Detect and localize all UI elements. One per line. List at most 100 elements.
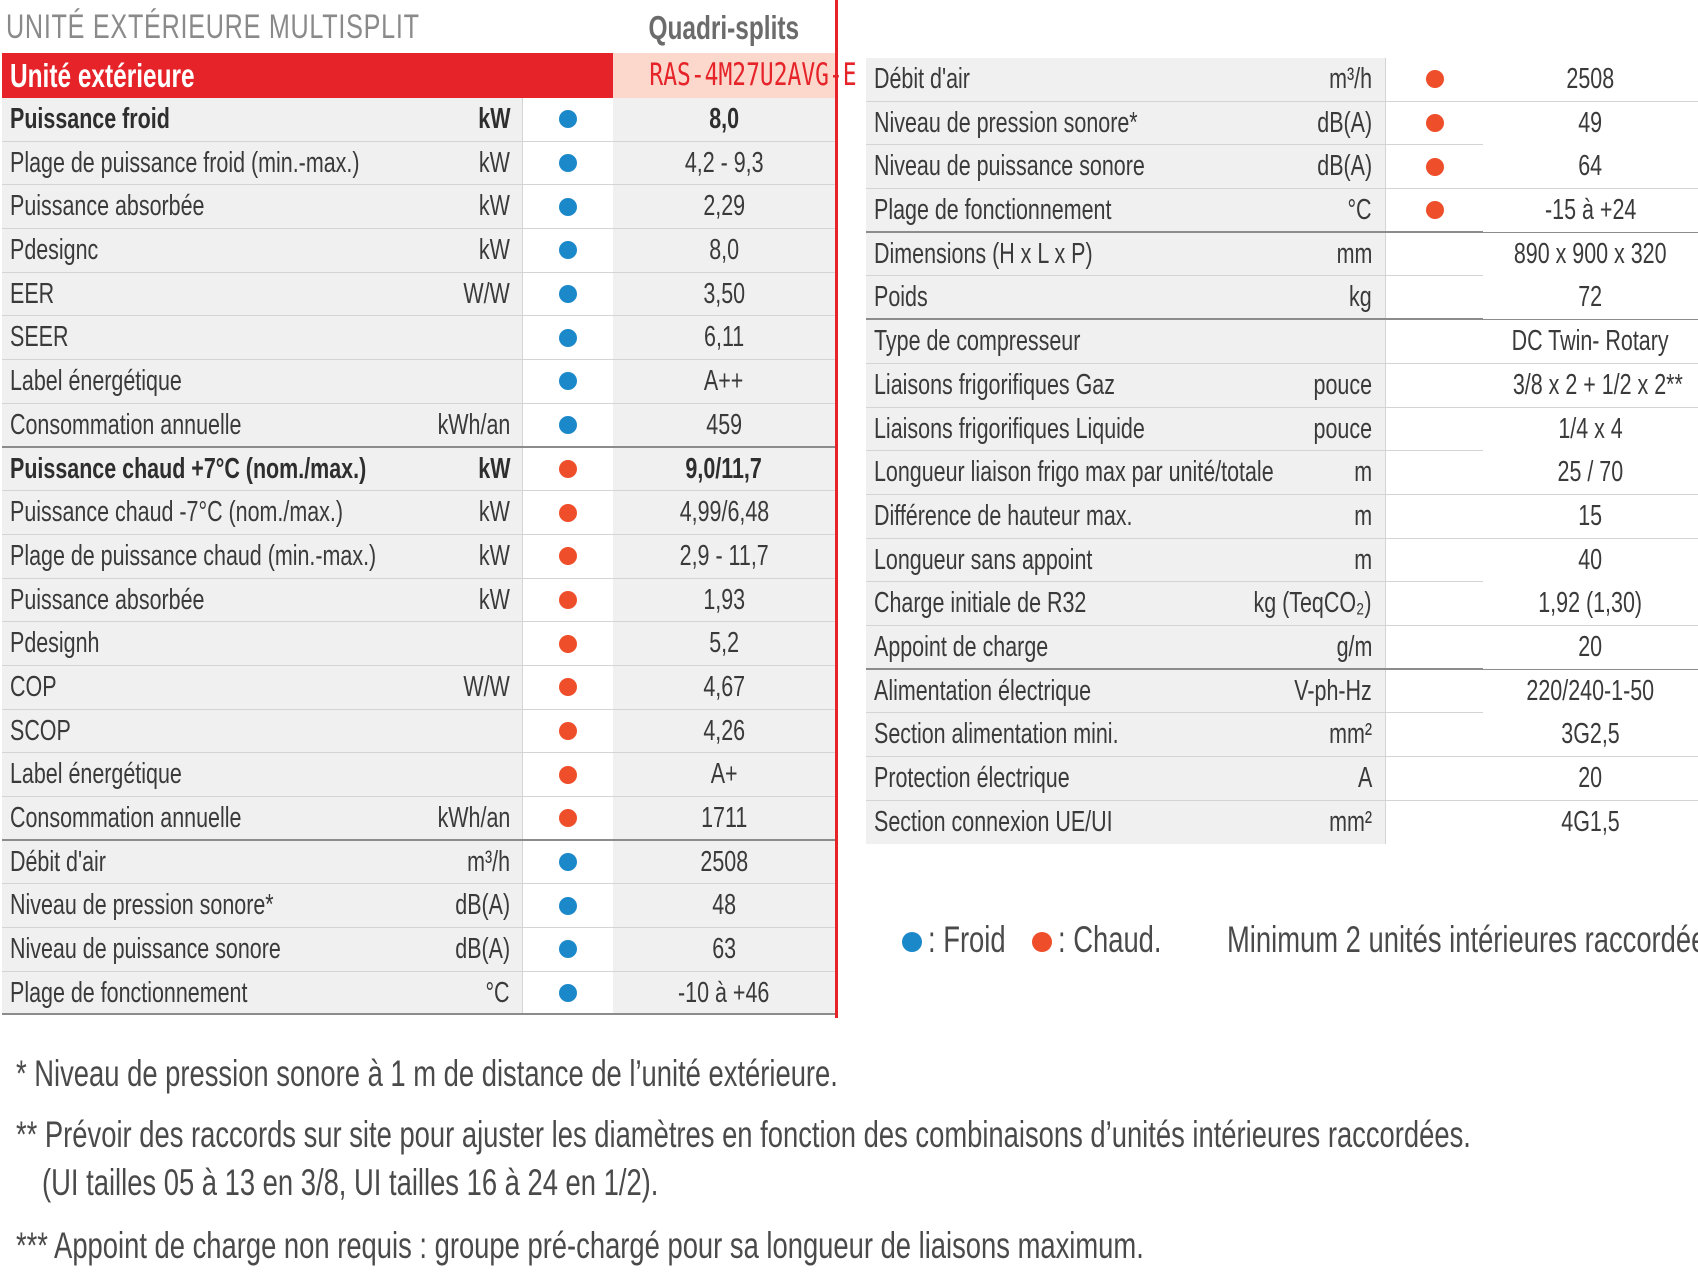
froid-dot-icon	[559, 241, 577, 260]
chaud-dot-icon	[559, 765, 577, 784]
row-unit: kWh/an	[437, 408, 510, 441]
chaud-dot-icon	[559, 678, 577, 697]
row-unit: °C	[1347, 194, 1372, 227]
table-row: Niveau de pression sonore* dB(A) 48	[2, 884, 835, 929]
row-label: Plage de fonctionnement	[10, 976, 248, 1009]
table-row: Appoint de charge g/m 20	[866, 625, 1698, 670]
row-unit	[2, 360, 510, 403]
row-unit: kW	[479, 234, 510, 267]
froid-dot-icon	[559, 896, 577, 915]
mode-cell	[1386, 320, 1483, 363]
table-row: Plage de fonctionnement °C -10 à +46	[2, 971, 835, 1016]
froid-dot-icon	[559, 285, 577, 304]
mode-cell	[523, 534, 613, 578]
row-label: SCOP	[10, 714, 71, 747]
chaud-dot-icon	[1425, 157, 1444, 176]
table-row: Type de compresseur DC Twin- Rotary	[866, 320, 1698, 364]
legend-note: Minimum 2 unités intérieures raccordées.	[1226, 919, 1698, 960]
mode-cell	[1386, 407, 1483, 451]
row-value: 20	[1483, 757, 1698, 800]
footnote-2: ** Prévoir des raccords sur site pour aj…	[16, 1114, 1471, 1155]
row-label: Plage de puissance froid (min.-max.)	[10, 146, 360, 179]
row-value: A+	[710, 758, 738, 791]
chaud-dot-icon	[1425, 70, 1444, 89]
row-value: 2508	[700, 845, 748, 878]
row-label: Liaisons frigorifiques Liquide	[874, 412, 1145, 445]
row-value: 2,9 - 11,7	[679, 539, 769, 572]
table-row: Pdesignh 5,2	[2, 622, 835, 666]
row-unit: kW	[479, 583, 510, 616]
mode-cell	[523, 971, 613, 1014]
row-unit: m³/h	[1329, 63, 1372, 95]
row-label: COP	[10, 670, 57, 703]
table-row: Protection électrique A 20	[866, 757, 1698, 801]
row-label: Puissance absorbée	[10, 190, 205, 223]
row-unit: kW	[479, 190, 510, 223]
row-value: 3/8 x 2 + 1/2 x 2**	[1483, 363, 1698, 407]
row-label: Plage de fonctionnement	[874, 194, 1112, 227]
mode-cell	[1386, 276, 1483, 319]
table-row: Consommation annuelle kWh/an 1711	[2, 797, 835, 841]
table-row: Puissance froid kW 8,0	[2, 98, 835, 142]
footnote-1: * Niveau de pression sonore à 1 m de dis…	[16, 1053, 838, 1094]
mode-cell	[1386, 363, 1483, 407]
page-title: UNITÉ EXTÉRIEURE MULTISPLIT	[6, 8, 420, 46]
mode-cell	[1386, 669, 1483, 713]
mode-cell	[523, 840, 613, 884]
mode-cell	[1386, 800, 1483, 845]
froid-dot-icon	[559, 110, 577, 129]
table-row: Longueur sans appoint m 40	[866, 538, 1698, 583]
row-label: Charge initiale de R32	[874, 587, 1087, 620]
mode-cell	[1386, 757, 1483, 800]
row-value: 1,92 (1,30)	[1483, 582, 1698, 626]
legend: : Froid : Chaud. Minimum 2 unités intéri…	[902, 915, 1698, 965]
mode-cell	[523, 884, 613, 928]
chaud-dot-icon	[559, 634, 577, 653]
table-row: Plage de fonctionnement °C -15 à +24	[866, 189, 1698, 233]
row-label: Niveau de puissance sonore	[874, 150, 1145, 183]
row-value: 459	[706, 408, 742, 441]
mode-cell	[1386, 582, 1483, 625]
row-label: Dimensions (H x L x P)	[874, 237, 1093, 270]
table-row: Section alimentation mini. mm² 3G2,5	[866, 713, 1698, 757]
chaud-dot-icon	[559, 503, 577, 522]
mode-cell	[1386, 451, 1483, 494]
row-unit: m	[1354, 543, 1372, 576]
row-value: A++	[704, 365, 744, 398]
outdoor-unit-header: Unité extérieure	[2, 53, 613, 98]
row-unit: kg	[1349, 281, 1372, 314]
table-row: Pdesignc kW 8,0	[2, 229, 835, 273]
table-row: Puissance absorbée kW 2,29	[2, 185, 835, 230]
series-title: Quadri-splits	[648, 9, 800, 46]
row-value: 1,93	[703, 583, 745, 616]
row-label: Différence de hauteur max.	[874, 499, 1133, 532]
legend-froid-label: : Froid	[928, 919, 1006, 960]
row-unit	[2, 753, 510, 796]
row-label: Longueur sans appoint	[874, 543, 1093, 576]
table-row: Débit d'air m³/h 2508	[2, 840, 835, 885]
row-value: 6,11	[703, 321, 745, 354]
row-label: Label énergétique	[10, 365, 182, 398]
mode-cell	[523, 447, 613, 491]
froid-dot-icon	[559, 154, 577, 173]
table-row: COP W/W 4,67	[2, 665, 835, 710]
mode-cell	[523, 98, 613, 141]
mode-cell	[523, 622, 613, 665]
froid-dot-icon	[559, 983, 577, 1002]
row-value: 20	[1483, 625, 1698, 669]
row-label: Longueur liaison frigo max par unité/tot…	[874, 456, 1274, 489]
row-value: 2508	[1483, 58, 1698, 101]
row-unit: mm	[1336, 237, 1372, 270]
row-unit: kW	[479, 539, 510, 572]
row-unit: pouce	[1313, 412, 1372, 445]
row-value: 8,0	[709, 103, 739, 135]
row-label: Débit d'air	[874, 63, 970, 95]
row-value: 4,67	[703, 670, 745, 703]
mode-cell	[1386, 625, 1483, 668]
mode-cell	[523, 709, 613, 753]
mode-cell	[523, 229, 613, 272]
table-header-row: Unité extérieure RAS-4M27U2AVG-E	[2, 53, 857, 98]
legend-froid-dot	[902, 932, 922, 953]
row-unit: m	[1354, 456, 1372, 489]
froid-dot-icon	[559, 853, 577, 872]
